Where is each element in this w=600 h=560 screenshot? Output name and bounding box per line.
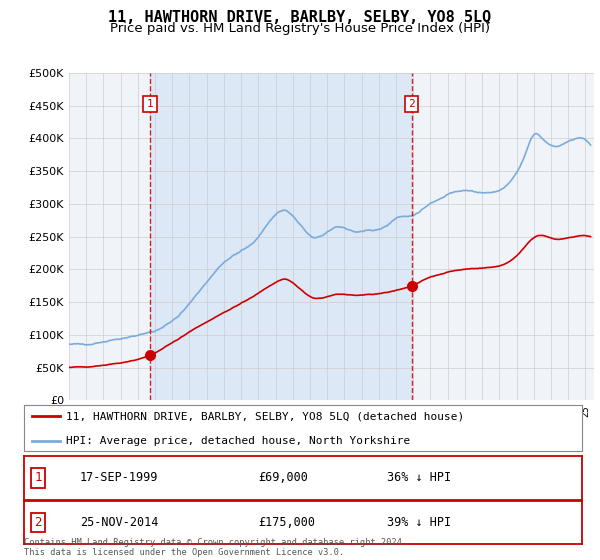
Text: 36% ↓ HPI: 36% ↓ HPI <box>387 472 451 484</box>
Bar <box>150 73 412 400</box>
Text: 11, HAWTHORN DRIVE, BARLBY, SELBY, YO8 5LQ (detached house): 11, HAWTHORN DRIVE, BARLBY, SELBY, YO8 5… <box>66 412 464 421</box>
Text: £175,000: £175,000 <box>259 516 316 529</box>
Text: 2: 2 <box>408 99 415 109</box>
Text: 1: 1 <box>34 472 42 484</box>
Text: 11, HAWTHORN DRIVE, BARLBY, SELBY, YO8 5LQ: 11, HAWTHORN DRIVE, BARLBY, SELBY, YO8 5… <box>109 10 491 25</box>
Text: Contains HM Land Registry data © Crown copyright and database right 2024.
This d: Contains HM Land Registry data © Crown c… <box>24 538 407 557</box>
Text: 1: 1 <box>146 99 154 109</box>
Text: 2: 2 <box>34 516 42 529</box>
Text: 39% ↓ HPI: 39% ↓ HPI <box>387 516 451 529</box>
Text: 25-NOV-2014: 25-NOV-2014 <box>80 516 158 529</box>
Text: 17-SEP-1999: 17-SEP-1999 <box>80 472 158 484</box>
Text: £69,000: £69,000 <box>259 472 308 484</box>
Text: HPI: Average price, detached house, North Yorkshire: HPI: Average price, detached house, Nort… <box>66 436 410 446</box>
Text: Price paid vs. HM Land Registry's House Price Index (HPI): Price paid vs. HM Land Registry's House … <box>110 22 490 35</box>
